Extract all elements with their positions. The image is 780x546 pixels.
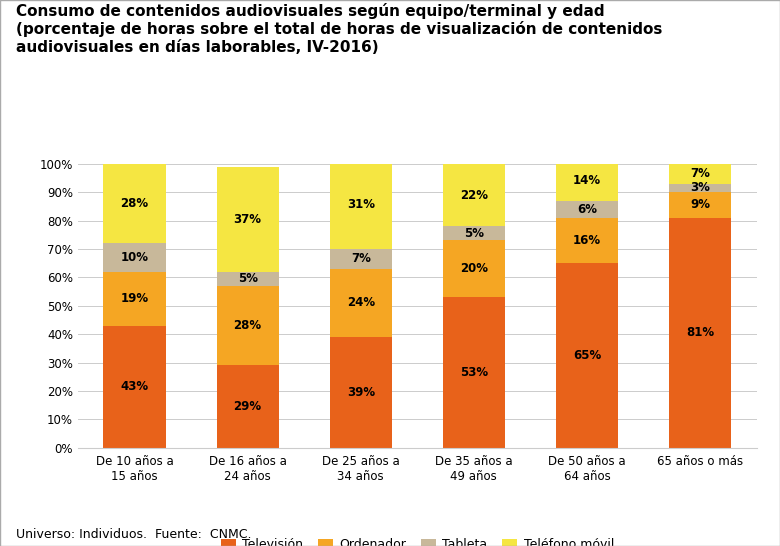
Text: 29%: 29% <box>233 400 262 413</box>
Bar <box>669 183 731 192</box>
Text: 19%: 19% <box>120 292 149 305</box>
Text: 5%: 5% <box>464 227 484 240</box>
Text: 37%: 37% <box>234 212 261 225</box>
Bar <box>330 161 392 249</box>
Text: 28%: 28% <box>233 319 262 332</box>
Text: 7%: 7% <box>351 252 370 265</box>
Bar <box>330 269 392 337</box>
Text: 39%: 39% <box>346 386 375 399</box>
Bar <box>104 164 165 244</box>
Bar <box>556 263 618 448</box>
Text: 16%: 16% <box>573 234 601 247</box>
Text: 24%: 24% <box>346 296 375 310</box>
Text: 14%: 14% <box>573 174 601 187</box>
Bar <box>443 226 505 240</box>
Bar <box>217 167 278 272</box>
Text: 9%: 9% <box>690 198 710 211</box>
Text: 22%: 22% <box>460 188 488 201</box>
Text: 10%: 10% <box>121 251 148 264</box>
Bar <box>669 218 731 448</box>
Bar <box>556 218 618 263</box>
Bar <box>217 286 278 365</box>
Bar <box>556 161 618 201</box>
Text: 3%: 3% <box>690 181 710 194</box>
Text: 81%: 81% <box>686 326 714 339</box>
Bar <box>104 325 165 448</box>
Bar <box>443 240 505 297</box>
Bar <box>217 272 278 286</box>
Text: 53%: 53% <box>459 366 488 379</box>
Bar <box>556 201 618 218</box>
Text: 43%: 43% <box>120 380 149 393</box>
Bar <box>104 244 165 272</box>
Text: 65%: 65% <box>573 349 601 362</box>
Text: 28%: 28% <box>120 197 149 210</box>
Text: Consumo de contenidos audiovisuales según equipo/terminal y edad
(porcentaje de : Consumo de contenidos audiovisuales segú… <box>16 3 662 55</box>
Bar <box>669 164 731 183</box>
Text: 6%: 6% <box>577 203 597 216</box>
Bar <box>217 365 278 448</box>
Bar <box>443 164 505 226</box>
Text: 31%: 31% <box>347 198 374 211</box>
Text: 7%: 7% <box>690 167 710 180</box>
Bar <box>104 272 165 325</box>
Text: 5%: 5% <box>238 272 257 286</box>
Text: Universo: Individuos.  Fuente:  CNMC.: Universo: Individuos. Fuente: CNMC. <box>16 527 251 541</box>
Text: 20%: 20% <box>460 262 488 275</box>
Bar <box>669 192 731 218</box>
Bar <box>330 249 392 269</box>
Bar <box>330 337 392 448</box>
Legend: Televisión, Ordenador, Tableta, Teléfono móvil: Televisión, Ordenador, Tableta, Teléfono… <box>215 533 619 546</box>
Bar <box>443 297 505 448</box>
